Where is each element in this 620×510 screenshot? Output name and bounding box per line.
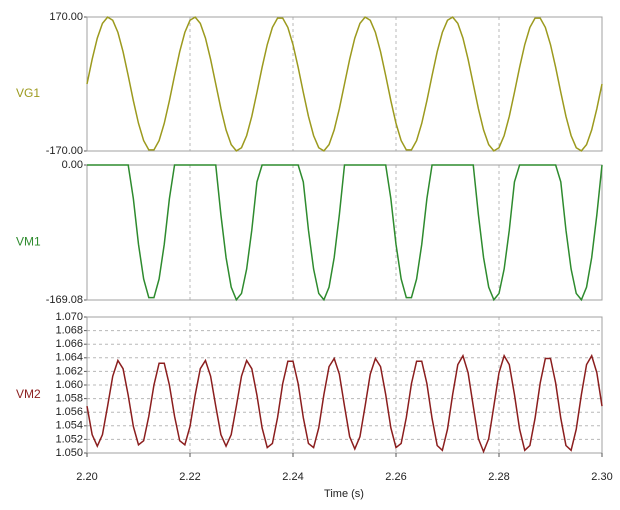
y-tick-label: 1.050 [55, 447, 83, 459]
y-tick-label: 1.060 [55, 379, 83, 391]
y-tick-label: 1.068 [55, 325, 83, 337]
panel-frame [86, 316, 603, 454]
y-tick-label: 1.064 [55, 352, 83, 364]
y-tick-label: 1.054 [55, 420, 83, 432]
x-axis-label: Time (s) [324, 488, 364, 500]
y-tick-label: 0.00 [62, 159, 83, 171]
x-tick-label: 2.20 [76, 471, 97, 483]
y-tick-label: 1.070 [55, 311, 83, 323]
series-name: VM1 [16, 235, 41, 249]
y-tick-label: 1.058 [55, 393, 83, 405]
series-line [86, 16, 603, 152]
x-tick-label: 2.22 [179, 471, 200, 483]
series-name: VM2 [16, 387, 41, 401]
y-tick-label: 1.062 [55, 365, 83, 377]
y-tick-label: 1.066 [55, 338, 83, 350]
x-tick-label: 2.28 [488, 471, 509, 483]
y-tick-label: -169.08 [46, 294, 83, 306]
panel-frame [86, 164, 603, 301]
y-tick-label: -170.00 [46, 145, 83, 157]
x-tick-label: 2.26 [385, 471, 406, 483]
x-tick-label: 2.30 [591, 471, 612, 483]
series-line [87, 164, 603, 302]
y-tick-label: 1.052 [55, 433, 83, 445]
series-line [86, 353, 603, 454]
series-name: VG1 [16, 86, 40, 100]
y-tick-label: 170.00 [49, 11, 83, 23]
x-tick-label: 2.24 [282, 471, 303, 483]
y-tick-label: 1.056 [55, 406, 83, 418]
